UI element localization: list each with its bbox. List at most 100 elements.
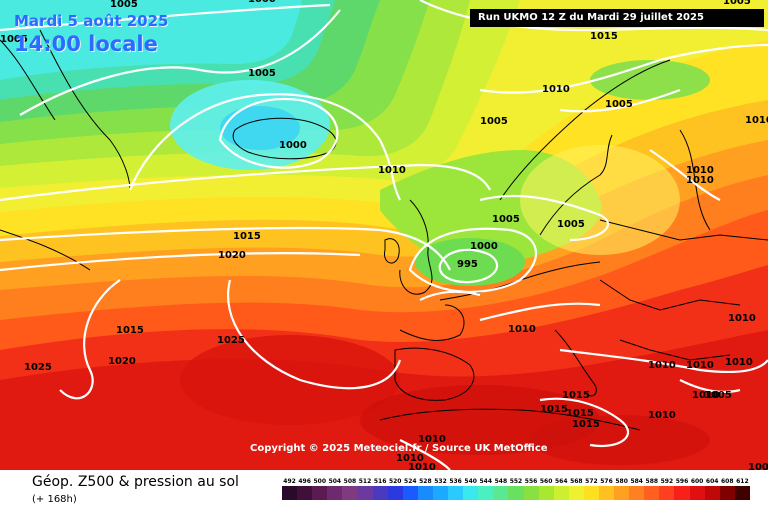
color-scale-swatch <box>417 486 433 500</box>
map-product-title: Géop. Z500 & pression au sol <box>32 474 239 490</box>
isobar-label: 1020 <box>108 356 136 367</box>
isobar-label: 1015 <box>540 404 568 415</box>
geopotential-field <box>0 0 768 470</box>
isobar-label: 1000 <box>279 140 307 151</box>
color-scale-swatch <box>387 486 403 500</box>
isobar-label: 1005 <box>704 390 732 401</box>
isobar-label: 1010 <box>728 313 756 324</box>
color-scale-label: 540 <box>464 478 477 485</box>
color-scale-swatch <box>312 486 328 500</box>
isobar-label: 1015 <box>590 31 618 42</box>
color-scale-label: 600 <box>690 478 704 485</box>
color-scale-swatch <box>553 486 569 500</box>
color-scale-label: 528 <box>419 478 432 485</box>
isobar-label: 1010 <box>692 390 720 401</box>
isobar-label: 1015 <box>562 390 590 401</box>
color-scale-swatch <box>719 486 735 500</box>
isobar-label: 1025 <box>24 362 52 373</box>
color-scale-swatch <box>689 486 705 500</box>
isobar-label: 1010 <box>396 453 424 464</box>
isobar-label: 1010 <box>686 360 714 371</box>
color-scale-label: 568 <box>570 478 583 485</box>
color-scale-label: 580 <box>615 478 628 485</box>
isobar-label: 1005 <box>492 214 520 225</box>
color-scale-swatch <box>432 486 449 500</box>
color-scale-swatch <box>448 486 464 500</box>
forecast-time: 14:00 locale <box>14 32 158 56</box>
color-scale-swatch <box>598 486 615 500</box>
color-scale-label: 592 <box>660 478 674 485</box>
forecast-lead-time: (+ 168h) <box>32 494 77 505</box>
color-scale-label: 492 <box>283 478 296 485</box>
isobar-label: 1010 <box>508 324 536 335</box>
color-scale-label: 512 <box>358 478 372 485</box>
isobar-label: 1005 <box>723 0 751 7</box>
color-scale-swatch <box>463 486 479 500</box>
color-scale-label: 520 <box>388 478 402 485</box>
isobars <box>0 0 768 470</box>
isobar-label: 995 <box>457 259 478 270</box>
color-scale-swatch <box>734 486 750 500</box>
color-scale-swatch <box>478 486 494 500</box>
isobar-label: 1005 <box>748 462 768 470</box>
forecast-date: Mardi 5 août 2025 <box>14 12 169 30</box>
color-scale-swatch <box>523 486 539 500</box>
color-scale-swatch <box>614 486 630 500</box>
color-scale-label: 524 <box>404 478 417 485</box>
color-scale-swatch <box>327 486 343 500</box>
isobar-label: 1010 <box>378 165 406 176</box>
isobar-label: 1000 <box>470 241 498 252</box>
isobar-label: 1015 <box>572 419 600 430</box>
isobar-label: 1010 <box>418 434 446 445</box>
isobar-label: 1010 <box>542 84 570 95</box>
color-scale-swatch <box>282 486 298 500</box>
isobar-label: 1005 <box>110 0 138 10</box>
isobar-label: 1010 <box>725 357 753 368</box>
isobar-label: 1005 <box>248 68 276 79</box>
isobar-label: 1025 <box>217 335 245 346</box>
isobar-label: 1015 <box>566 408 594 419</box>
color-scale-label: 584 <box>630 478 643 485</box>
color-scale-label: 608 <box>721 478 734 485</box>
isobar-label: 1015 <box>116 325 144 336</box>
isobar-label: 1005 <box>480 116 508 127</box>
color-scale: 492 496 500 504 508 512 516 520 524 528 532 536 540 5… <box>282 478 750 500</box>
color-scale-label: 560 <box>539 478 553 485</box>
color-scale-label: 516 <box>373 478 387 485</box>
isobar-label: 1010 <box>648 360 676 371</box>
color-scale-label: 548 <box>494 478 508 485</box>
color-scale-swatch <box>674 486 690 500</box>
color-scale-swatch <box>357 486 373 500</box>
color-scale-swatch <box>538 486 554 500</box>
color-scale-label: 544 <box>479 478 493 485</box>
isobar-label: 1010 <box>686 165 714 176</box>
color-scale-label: 500 <box>313 478 326 485</box>
isobar-label: 1010 <box>648 410 676 421</box>
color-scale-swatch <box>372 486 388 500</box>
color-scale-swatch <box>342 486 358 500</box>
color-scale-swatch <box>568 486 584 500</box>
color-scale-label: 596 <box>675 478 689 485</box>
copyright-notice: Copyright © 2025 Meteociel.fr / Source U… <box>250 443 548 454</box>
color-scale-swatch <box>297 486 313 500</box>
color-scale-swatch <box>508 486 524 500</box>
color-scale-label: 504 <box>328 478 342 485</box>
run-info: Run UKMO 12 Z du Mardi 29 juillet 2025 <box>470 9 764 27</box>
color-scale-label: 536 <box>449 478 462 485</box>
color-scale-label: 508 <box>343 478 357 485</box>
weather-map: 1005 1005 1005 1005 1000 1010 1010 1015 … <box>0 0 768 470</box>
color-scale-swatch <box>704 486 720 500</box>
color-scale-label: 556 <box>524 478 538 485</box>
color-scale-label: 564 <box>554 478 568 485</box>
color-scale-label: 588 <box>645 478 659 485</box>
isobar-label: 1005 <box>557 219 585 230</box>
isobar-label: 1005 <box>605 99 633 110</box>
isobar-label: 1015 <box>233 231 261 242</box>
color-scale-label: 532 <box>434 478 447 485</box>
isobar-label: 1000 <box>248 0 276 5</box>
isobar-label: 1020 <box>218 250 246 261</box>
color-scale-swatch <box>629 486 645 500</box>
color-scale-label: 576 <box>600 478 613 485</box>
color-scale-label: 604 <box>705 478 719 485</box>
